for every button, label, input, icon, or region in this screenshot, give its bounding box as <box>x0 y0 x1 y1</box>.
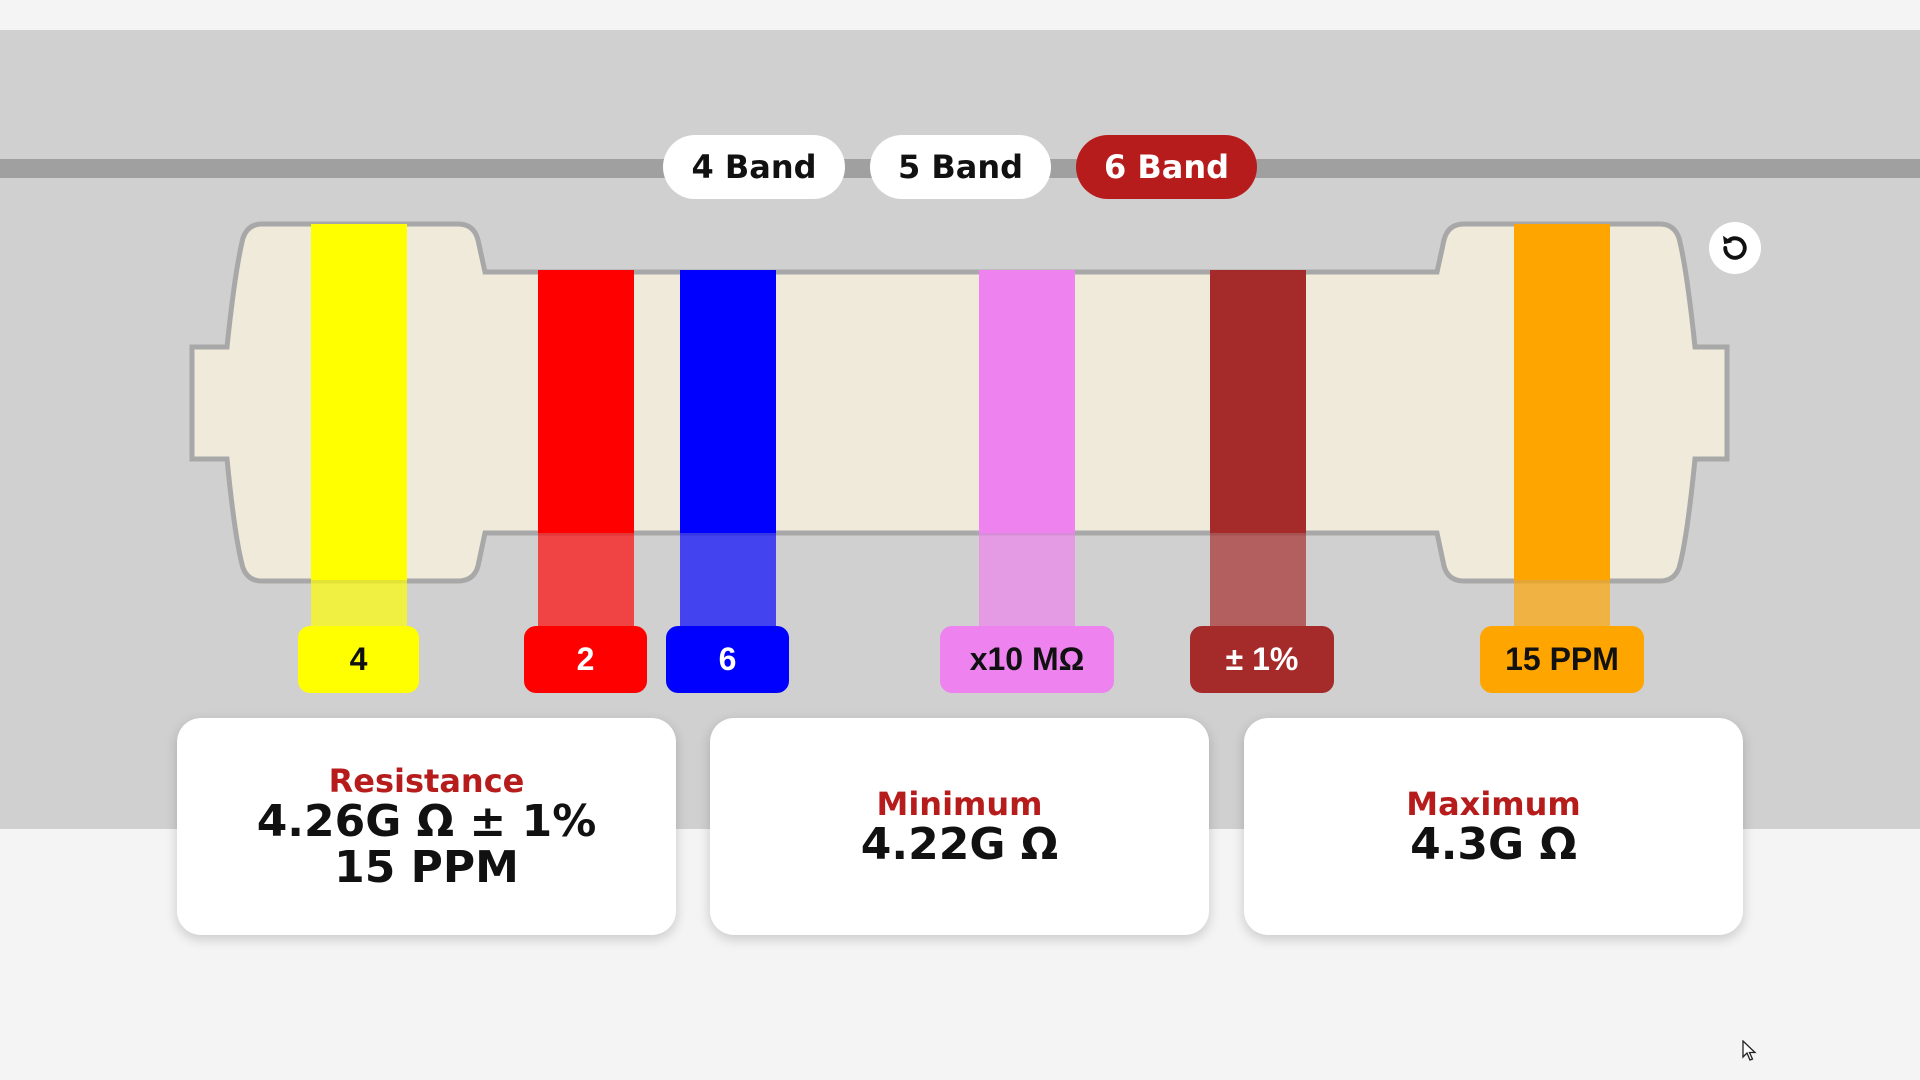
band-connector-multiplier <box>979 533 1075 628</box>
minimum-card: Minimum 4.22G Ω <box>710 718 1209 935</box>
band-label-temp-coefficient[interactable]: 15 PPM <box>1480 626 1644 693</box>
band-label-first-digit[interactable]: 4 <box>298 626 419 693</box>
band-connector-tolerance <box>1210 533 1306 628</box>
band-multiplier[interactable] <box>979 270 1075 533</box>
mouse-cursor-icon <box>1742 1040 1757 1061</box>
resistance-tempco: 15 PPM <box>334 841 519 893</box>
band-label-tolerance[interactable]: ± 1% <box>1190 626 1334 693</box>
resistor-body <box>189 221 1730 584</box>
band-second-digit[interactable] <box>538 270 634 533</box>
reset-icon <box>1723 235 1747 260</box>
band-connector-temp-coefficient <box>1514 580 1610 628</box>
tab-6-band[interactable]: 6 Band <box>1076 135 1257 199</box>
band-temp-coefficient[interactable] <box>1514 224 1610 580</box>
tab-4-band[interactable]: 4 Band <box>663 135 845 199</box>
resistance-card: Resistance 4.26G Ω ± 1% 15 PPM <box>177 718 676 935</box>
maximum-value: 4.3G Ω <box>1410 818 1577 870</box>
band-label-multiplier[interactable]: x10 MΩ <box>940 626 1114 693</box>
maximum-card: Maximum 4.3G Ω <box>1244 718 1743 935</box>
minimum-title: Minimum <box>876 784 1043 823</box>
band-label-second-digit[interactable]: 2 <box>524 626 647 693</box>
minimum-value: 4.22G Ω <box>860 818 1059 870</box>
band-connector-first-digit <box>311 580 407 628</box>
band-third-digit[interactable] <box>680 270 776 533</box>
maximum-title: Maximum <box>1406 784 1581 823</box>
resistance-value: 4.26G Ω ± 1% <box>256 795 597 847</box>
band-first-digit[interactable] <box>311 224 407 580</box>
band-label-third-digit[interactable]: 6 <box>666 626 789 693</box>
resistance-title: Resistance <box>328 761 525 800</box>
band-connector-second-digit <box>538 533 634 628</box>
band-selector: 4 Band 5 Band 6 Band <box>0 135 1920 199</box>
reset-button[interactable] <box>1709 222 1761 274</box>
band-tolerance[interactable] <box>1210 270 1306 533</box>
tab-5-band[interactable]: 5 Band <box>870 135 1051 199</box>
band-connector-third-digit <box>680 533 776 628</box>
